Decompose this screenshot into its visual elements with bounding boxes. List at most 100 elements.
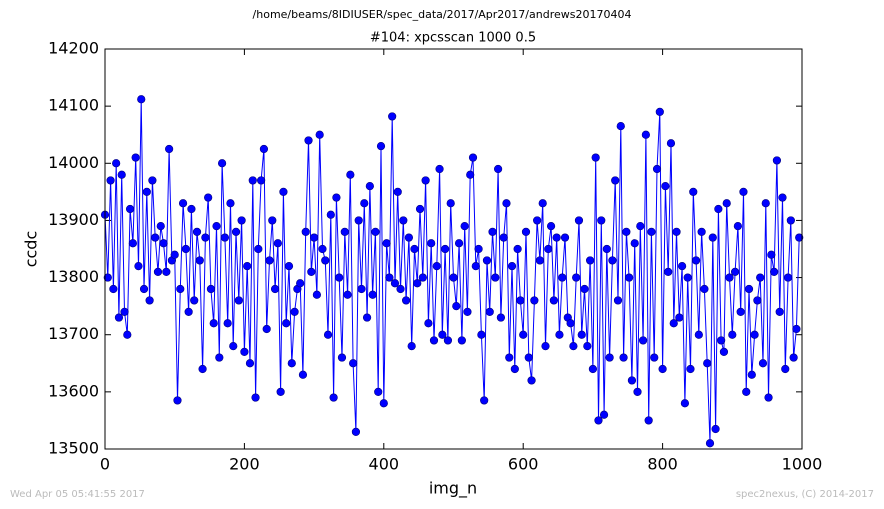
data-point bbox=[530, 296, 539, 305]
data-point bbox=[496, 313, 505, 322]
data-point bbox=[655, 107, 664, 116]
data-point bbox=[310, 233, 319, 242]
data-point bbox=[365, 182, 374, 191]
data-point bbox=[145, 296, 154, 305]
data-point bbox=[680, 399, 690, 408]
data-point bbox=[666, 139, 676, 148]
data-point bbox=[569, 342, 578, 351]
data-point bbox=[583, 342, 592, 351]
data-point bbox=[717, 336, 726, 345]
data-point bbox=[410, 244, 419, 254]
data-point bbox=[257, 176, 266, 185]
data-point bbox=[549, 296, 558, 305]
data-point bbox=[323, 330, 333, 339]
data-point bbox=[259, 144, 269, 154]
data-point bbox=[432, 262, 441, 271]
data-point bbox=[591, 153, 600, 162]
data-point bbox=[494, 164, 503, 174]
data-point bbox=[664, 267, 673, 276]
data-point bbox=[443, 336, 453, 345]
data-point bbox=[376, 142, 386, 151]
data-point bbox=[725, 273, 734, 282]
data-point bbox=[195, 256, 204, 265]
data-point bbox=[198, 364, 207, 374]
data-point bbox=[457, 336, 466, 345]
data-point bbox=[360, 199, 369, 208]
data-point bbox=[438, 330, 447, 339]
data-point bbox=[435, 164, 444, 174]
data-point bbox=[441, 244, 450, 254]
data-point bbox=[335, 273, 344, 282]
data-point bbox=[694, 330, 703, 339]
y-tick-label: 13800 bbox=[48, 267, 99, 286]
data-point bbox=[243, 262, 252, 271]
data-point bbox=[273, 239, 282, 248]
data-point bbox=[622, 227, 631, 236]
data-point bbox=[594, 416, 603, 425]
data-point bbox=[597, 216, 606, 225]
data-point bbox=[402, 296, 411, 305]
data-point bbox=[616, 122, 625, 131]
data-point bbox=[424, 319, 433, 328]
data-point bbox=[279, 187, 288, 196]
data-point bbox=[730, 267, 740, 276]
data-point bbox=[326, 210, 335, 219]
data-point bbox=[468, 153, 478, 162]
data-point bbox=[683, 273, 692, 282]
data-point bbox=[510, 364, 519, 374]
data-point bbox=[636, 222, 645, 231]
x-tick-label: 400 bbox=[369, 455, 400, 474]
y-tick-label: 14100 bbox=[48, 96, 99, 115]
data-point bbox=[156, 222, 165, 231]
data-point bbox=[719, 347, 729, 356]
data-point bbox=[173, 396, 182, 405]
data-point bbox=[170, 250, 179, 259]
data-point bbox=[491, 273, 500, 282]
data-point bbox=[577, 330, 586, 339]
data-point bbox=[466, 170, 475, 179]
data-point bbox=[700, 284, 709, 294]
data-point bbox=[404, 233, 413, 242]
data-point bbox=[703, 359, 712, 368]
data-point bbox=[103, 273, 112, 282]
data-point bbox=[558, 273, 567, 282]
data-point bbox=[212, 222, 221, 231]
data-point bbox=[351, 427, 361, 436]
data-point bbox=[605, 353, 614, 362]
data-point bbox=[112, 159, 121, 168]
data-point bbox=[463, 307, 472, 316]
data-point bbox=[415, 204, 425, 214]
data-point bbox=[165, 144, 174, 154]
data-point bbox=[686, 364, 695, 374]
data-point bbox=[148, 176, 157, 185]
data-point bbox=[691, 256, 701, 265]
data-point bbox=[192, 227, 202, 236]
data-point bbox=[516, 296, 525, 305]
data-point bbox=[137, 95, 146, 104]
data-point bbox=[474, 244, 483, 254]
data-point bbox=[764, 393, 773, 402]
data-point bbox=[619, 353, 628, 362]
data-point bbox=[742, 387, 751, 396]
footer-left: Wed Apr 05 05:41:55 2017 bbox=[10, 489, 145, 500]
data-point bbox=[418, 273, 427, 282]
data-point bbox=[658, 364, 667, 374]
data-point bbox=[413, 279, 422, 288]
data-point bbox=[521, 227, 531, 236]
data-point bbox=[630, 239, 639, 248]
data-point bbox=[307, 267, 316, 276]
data-point bbox=[393, 187, 402, 196]
data-point bbox=[131, 153, 140, 162]
y-tick-label: 14000 bbox=[48, 153, 99, 172]
data-point bbox=[301, 227, 310, 236]
data-point bbox=[678, 262, 687, 271]
data-point bbox=[783, 273, 793, 282]
data-point bbox=[215, 353, 224, 362]
x-tick-label: 800 bbox=[647, 455, 678, 474]
data-point bbox=[736, 307, 745, 316]
x-tick-label: 200 bbox=[229, 455, 260, 474]
data-point bbox=[329, 393, 338, 402]
data-point bbox=[611, 176, 620, 185]
data-point bbox=[507, 262, 517, 271]
data-point bbox=[672, 227, 681, 236]
